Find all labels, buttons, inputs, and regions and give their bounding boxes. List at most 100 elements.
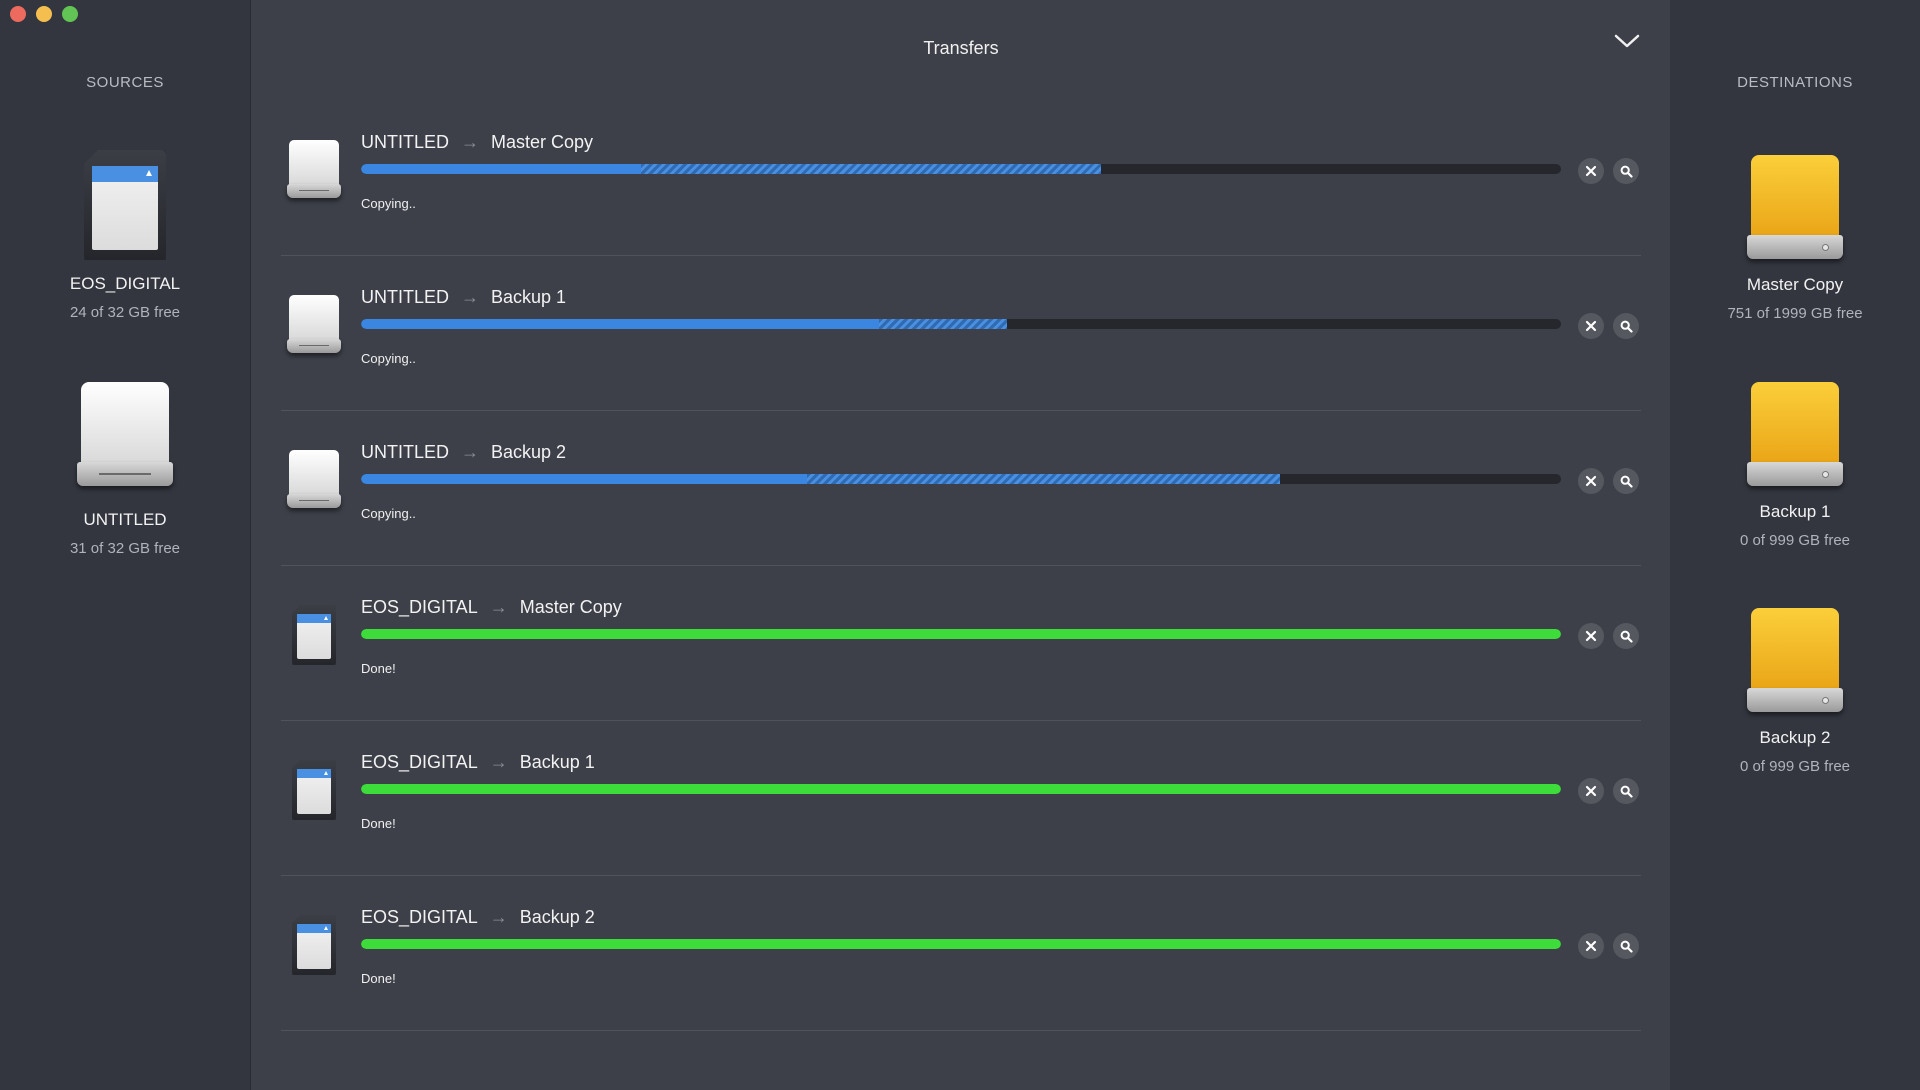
transfer-status: Done! xyxy=(361,971,396,986)
transfer-source-icon xyxy=(286,450,342,510)
transfer-title: UNTITLED → Master Copy xyxy=(361,132,593,153)
cancel-transfer-button[interactable] xyxy=(1578,468,1604,494)
volume-free-space: 31 of 32 GB free xyxy=(69,540,181,557)
destinations-header: DESTINATIONS xyxy=(1737,74,1853,91)
volume-free-space: 0 of 999 GB free xyxy=(1739,532,1851,549)
cancel-transfer-button[interactable] xyxy=(1578,158,1604,184)
transfer-destination-name: Master Copy xyxy=(491,132,594,152)
chevron-down-icon xyxy=(1614,34,1640,48)
transfer-row: UNTITLED → Master Copy Copying.. xyxy=(281,100,1641,256)
transfer-source-icon xyxy=(286,605,342,665)
sources-header: SOURCES xyxy=(86,74,164,91)
volume-name: EOS_DIGITAL xyxy=(69,274,181,293)
magnifier-icon xyxy=(1620,475,1633,488)
volume-free-space: 0 of 999 GB free xyxy=(1739,758,1851,775)
cancel-transfer-button[interactable] xyxy=(1578,623,1604,649)
window-controls xyxy=(10,6,78,22)
arrow-right-icon: → xyxy=(489,597,508,617)
close-icon xyxy=(1585,940,1597,952)
transfer-source-name: EOS_DIGITAL xyxy=(361,907,478,927)
destinations-panel: DESTINATIONS Master Copy 751 of 1999 GB … xyxy=(1670,0,1920,1090)
yellow-drive-icon xyxy=(1747,155,1843,261)
destination-volume-master-copy[interactable]: Master Copy 751 of 1999 GB free xyxy=(1670,155,1920,322)
yellow-drive-icon xyxy=(1747,382,1843,488)
close-icon xyxy=(1585,475,1597,487)
progress-bar xyxy=(361,784,1561,794)
transfer-row: UNTITLED → Backup 1 Copying.. xyxy=(281,255,1641,411)
progress-bar xyxy=(361,164,1561,174)
close-window-button[interactable] xyxy=(10,6,26,22)
sd-card-icon xyxy=(292,915,336,975)
transfer-status: Copying.. xyxy=(361,196,416,211)
progress-fill-pending xyxy=(807,474,1281,484)
white-drive-icon xyxy=(77,382,173,488)
white-drive-icon xyxy=(287,140,341,200)
close-icon xyxy=(1585,630,1597,642)
arrow-right-icon: → xyxy=(461,287,480,307)
close-icon xyxy=(1585,320,1597,332)
transfer-status: Done! xyxy=(361,661,396,676)
volume-name: Backup 2 xyxy=(1759,728,1831,747)
white-drive-icon xyxy=(287,450,341,510)
volume-name: UNTITLED xyxy=(83,510,167,529)
transfer-source-name: EOS_DIGITAL xyxy=(361,597,478,617)
cancel-transfer-button[interactable] xyxy=(1578,778,1604,804)
volume-free-space: 751 of 1999 GB free xyxy=(1727,305,1863,322)
transfer-row: EOS_DIGITAL → Master Copy Done! xyxy=(281,565,1641,721)
progress-fill-copied xyxy=(361,474,808,484)
close-icon xyxy=(1585,165,1597,177)
sources-panel: SOURCES EOS_DIGITAL 24 of 32 GB free UNT… xyxy=(0,0,250,1090)
transfer-destination-name: Backup 1 xyxy=(491,287,567,307)
transfer-status: Copying.. xyxy=(361,351,416,366)
transfer-row: UNTITLED → Backup 2 Copying.. xyxy=(281,410,1641,566)
arrow-right-icon: → xyxy=(489,907,508,927)
yellow-drive-icon xyxy=(1747,608,1843,714)
progress-fill-copied xyxy=(361,164,641,174)
transfer-status: Copying.. xyxy=(361,506,416,521)
cancel-transfer-button[interactable] xyxy=(1578,933,1604,959)
destination-volume-backup-1[interactable]: Backup 1 0 of 999 GB free xyxy=(1670,382,1920,549)
source-volume-untitled[interactable]: UNTITLED 31 of 32 GB free xyxy=(0,382,250,557)
magnifier-icon xyxy=(1620,320,1633,333)
sd-card-icon xyxy=(84,150,166,260)
progress-bar xyxy=(361,939,1561,949)
magnifier-icon xyxy=(1620,630,1633,643)
reveal-transfer-button[interactable] xyxy=(1613,313,1639,339)
reveal-transfer-button[interactable] xyxy=(1613,778,1639,804)
reveal-transfer-button[interactable] xyxy=(1613,158,1639,184)
reveal-transfer-button[interactable] xyxy=(1613,468,1639,494)
transfer-source-icon xyxy=(286,140,342,200)
progress-fill-complete xyxy=(361,939,1561,949)
close-icon xyxy=(1585,785,1597,797)
transfer-source-name: UNTITLED xyxy=(361,442,450,462)
destination-volume-backup-2[interactable]: Backup 2 0 of 999 GB free xyxy=(1670,608,1920,775)
cancel-transfer-button[interactable] xyxy=(1578,313,1604,339)
progress-bar xyxy=(361,629,1561,639)
zoom-window-button[interactable] xyxy=(62,6,78,22)
transfer-status: Done! xyxy=(361,816,396,831)
transfer-source-icon xyxy=(286,915,342,975)
transfer-row: EOS_DIGITAL → Backup 2 Done! xyxy=(281,875,1641,1031)
arrow-right-icon: → xyxy=(461,442,480,462)
volume-name: Backup 1 xyxy=(1759,502,1831,521)
progress-bar xyxy=(361,474,1561,484)
magnifier-icon xyxy=(1620,165,1633,178)
progress-fill-copied xyxy=(361,319,880,329)
transfer-title: EOS_DIGITAL → Backup 1 xyxy=(361,752,595,773)
transfer-source-name: EOS_DIGITAL xyxy=(361,752,478,772)
collapse-button[interactable] xyxy=(1613,30,1641,52)
transfer-title: EOS_DIGITAL → Master Copy xyxy=(361,597,622,618)
sd-card-icon xyxy=(292,605,336,665)
source-volume-eos-digital[interactable]: EOS_DIGITAL 24 of 32 GB free xyxy=(0,150,250,321)
progress-fill-complete xyxy=(361,629,1561,639)
reveal-transfer-button[interactable] xyxy=(1613,623,1639,649)
minimize-window-button[interactable] xyxy=(36,6,52,22)
arrow-right-icon: → xyxy=(461,132,480,152)
volume-name: Master Copy xyxy=(1746,275,1844,294)
transfer-title: EOS_DIGITAL → Backup 2 xyxy=(361,907,595,928)
progress-fill-complete xyxy=(361,784,1561,794)
progress-fill-pending xyxy=(879,319,1007,329)
transfer-source-icon xyxy=(286,295,342,355)
reveal-transfer-button[interactable] xyxy=(1613,933,1639,959)
transfers-panel: Transfers UNTITLED → Master Copy Copying… xyxy=(250,0,1672,1090)
